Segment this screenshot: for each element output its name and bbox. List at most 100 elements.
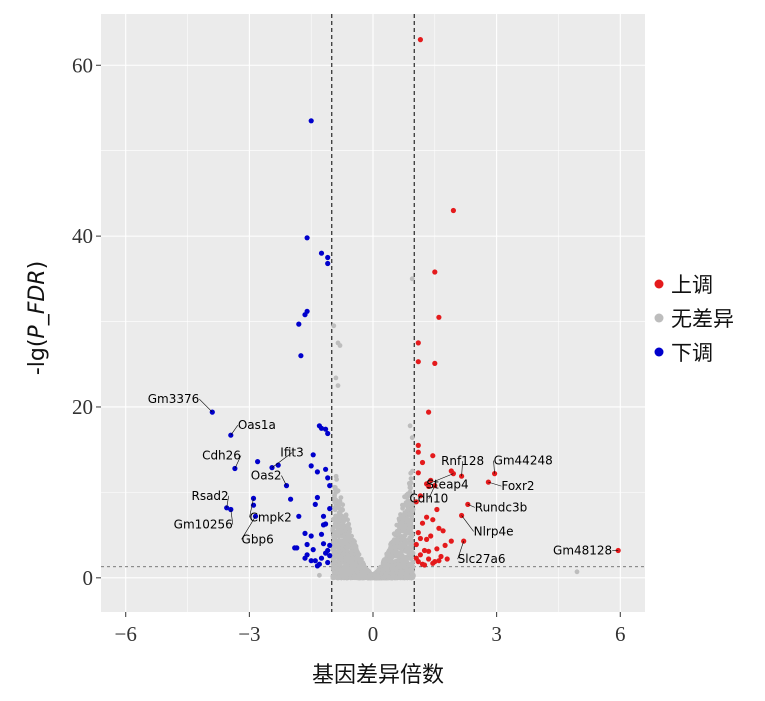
gene-label: Oas2 (251, 469, 282, 483)
legend-label-up: 上调 (671, 273, 713, 297)
up-point (436, 525, 442, 531)
up-point (448, 538, 454, 544)
ns-point (340, 502, 346, 508)
ns-point (406, 481, 412, 486)
ns-point (340, 551, 346, 557)
ns-point (336, 553, 342, 559)
ns-point (364, 569, 370, 575)
ns-point (400, 502, 405, 508)
ns-point (406, 547, 412, 553)
gene-label-leader (226, 495, 229, 508)
up-point (430, 453, 436, 459)
ns-point (345, 532, 351, 537)
ns-point (409, 276, 415, 282)
ns-point (406, 562, 412, 568)
legend-key-ns (654, 313, 664, 323)
legend-key-down (654, 347, 664, 357)
ns-point (404, 540, 410, 546)
up-point (461, 538, 467, 544)
y-tick-label: 0 (83, 566, 94, 590)
down-point (318, 555, 325, 561)
up-point (432, 360, 438, 366)
legend-label-ns: 无差异 (671, 307, 734, 331)
ns-point (407, 491, 413, 497)
gene-label: Rundc3b (475, 500, 527, 514)
down-point (224, 505, 230, 511)
x-tick-label: −6 (115, 622, 137, 646)
ns-point (338, 570, 344, 576)
ns-point (351, 574, 357, 580)
x-tick-label: 3 (491, 622, 502, 646)
up-point (440, 528, 446, 534)
down-point (325, 559, 331, 566)
up-point (424, 481, 430, 487)
gene-label: Gbp6 (242, 532, 274, 546)
up-point (415, 340, 421, 346)
ns-point (362, 574, 368, 580)
y-tick-label: 40 (72, 224, 93, 248)
ns-point (399, 534, 405, 539)
up-point (417, 552, 423, 558)
down-point (294, 545, 300, 551)
ns-point (407, 511, 413, 517)
ns-point (408, 476, 414, 481)
up-point (442, 542, 448, 549)
ns-point (404, 516, 410, 522)
y-axis-title-italic: P_FDR (25, 269, 50, 338)
down-point (308, 533, 314, 539)
ns-point (366, 573, 372, 579)
ns-point (337, 561, 343, 567)
up-point (426, 556, 432, 562)
ns-point (394, 543, 400, 549)
down-point (255, 459, 261, 465)
x-tick-label: −3 (238, 622, 260, 646)
ns-point (344, 552, 350, 557)
ns-point (399, 520, 405, 526)
down-point (327, 483, 333, 489)
ns-point (406, 526, 412, 531)
up-point (415, 470, 421, 476)
ns-point (333, 375, 339, 381)
ns-point (336, 504, 341, 509)
ns-point (334, 566, 340, 572)
down-point (327, 542, 333, 549)
gene-labels: Gm3376 Oas1a Cdh26 Ifit3 Oas2 Rsad2 Cmpk2 Gm102… (148, 392, 619, 566)
ns-point (335, 383, 341, 388)
down-point (318, 425, 325, 431)
down-point (304, 541, 310, 548)
down-point (323, 466, 329, 472)
up-point (444, 556, 450, 562)
y-axis-title-suffix: ) (25, 261, 50, 270)
down-point (298, 353, 304, 359)
gene-label: Cdh26 (202, 448, 241, 462)
up-point (421, 562, 428, 568)
ns-point (334, 489, 340, 494)
significant-points (209, 37, 621, 569)
up-point (430, 517, 436, 523)
ns-point (330, 526, 336, 531)
ns-point (331, 558, 337, 564)
down-point (325, 475, 331, 481)
down-point (302, 555, 308, 561)
down-point (323, 426, 329, 432)
gene-label-leader (467, 504, 475, 508)
up-point (413, 555, 419, 561)
ns-point (405, 574, 411, 580)
y-tick-label: 60 (72, 53, 93, 77)
down-point (283, 483, 290, 489)
ns-point (335, 528, 341, 533)
down-point (318, 250, 325, 256)
gene-label-leader (249, 498, 254, 518)
ns-point (376, 567, 381, 573)
down-point (312, 558, 318, 564)
ns-point (331, 323, 337, 329)
ns-point (359, 570, 365, 575)
ns-point (407, 567, 413, 573)
down-point (304, 235, 310, 241)
ns-point (345, 558, 351, 564)
down-point (296, 321, 302, 327)
down-point (314, 494, 320, 501)
